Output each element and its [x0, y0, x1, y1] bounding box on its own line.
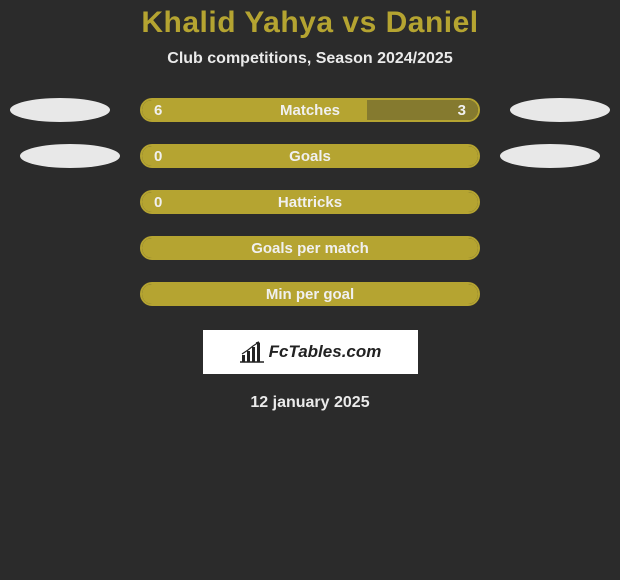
ellipse-left-icon: [20, 144, 120, 168]
bar-track: 0 Hattricks: [140, 190, 480, 214]
brand-logo-text: FcTables.com: [269, 342, 382, 362]
stat-label: Goals per match: [142, 240, 478, 257]
stat-row-min-per-goal: Min per goal: [0, 282, 620, 306]
ellipse-right-icon: [500, 144, 600, 168]
stat-value-right: 3: [458, 102, 466, 119]
bar-track: 6 Matches 3: [140, 98, 480, 122]
bar-chart-icon: [239, 341, 265, 363]
stat-label: Matches: [142, 102, 478, 119]
comparison-infographic: Khalid Yahya vs Daniel Club competitions…: [0, 0, 620, 412]
stat-label: Goals: [142, 148, 478, 165]
bar-track: Goals per match: [140, 236, 480, 260]
stat-label: Min per goal: [142, 286, 478, 303]
date-label: 12 january 2025: [250, 394, 369, 412]
stat-row-hattricks: 0 Hattricks: [0, 190, 620, 214]
stat-row-goals-per-match: Goals per match: [0, 236, 620, 260]
bar-track: Min per goal: [140, 282, 480, 306]
stat-row-goals: 0 Goals: [0, 144, 620, 168]
brand-logo-box: FcTables.com: [203, 330, 418, 374]
stat-rows: 6 Matches 3 0 Goals 0 Hattricks: [0, 98, 620, 306]
ellipse-right-icon: [510, 98, 610, 122]
page-subtitle: Club competitions, Season 2024/2025: [167, 50, 452, 68]
bar-track: 0 Goals: [140, 144, 480, 168]
stat-row-matches: 6 Matches 3: [0, 98, 620, 122]
page-title: Khalid Yahya vs Daniel: [141, 6, 478, 40]
ellipse-left-icon: [10, 98, 110, 122]
stat-label: Hattricks: [142, 194, 478, 211]
